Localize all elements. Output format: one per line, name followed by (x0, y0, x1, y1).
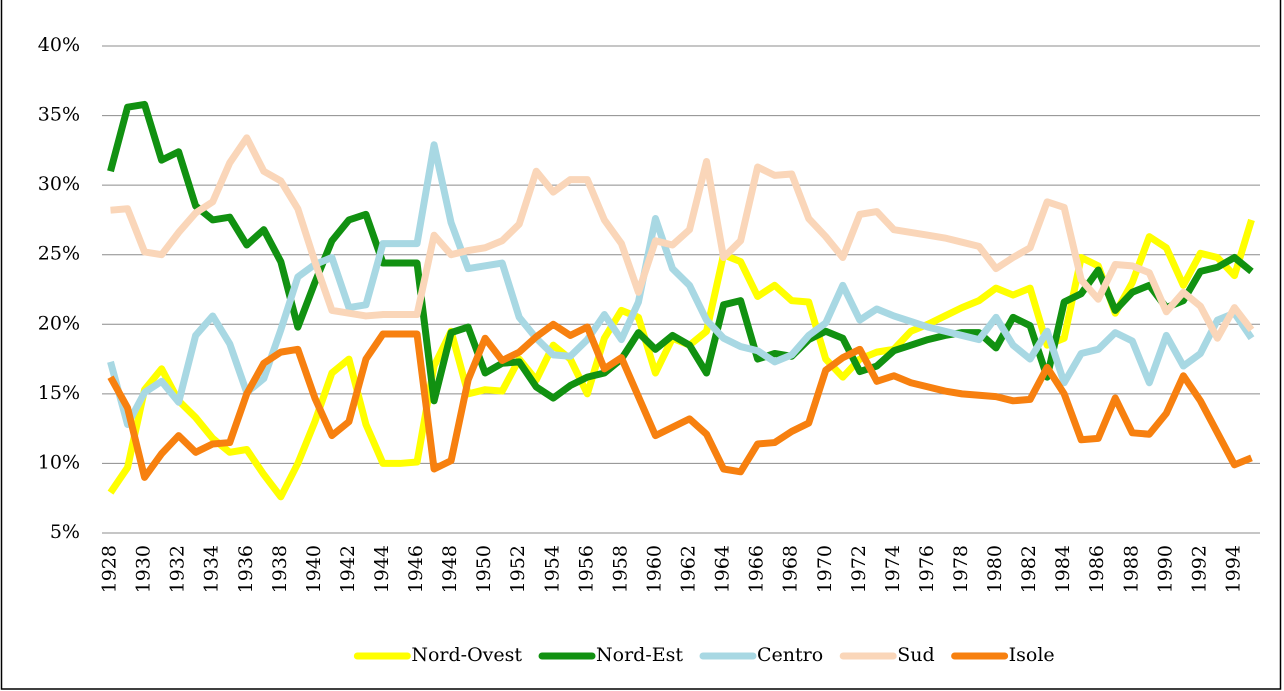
x-tick-label: 1972 (848, 545, 870, 593)
x-tick-label: 1942 (337, 545, 359, 593)
x-tick-label: 1928 (99, 545, 121, 593)
x-tick-label: 1992 (1188, 545, 1210, 593)
x-tick-label: 1960 (643, 545, 665, 593)
x-tick-label: 1956 (575, 545, 597, 593)
legend-label: Sud (897, 644, 934, 666)
y-tick-label: 15% (38, 382, 80, 404)
x-tick-label: 1962 (678, 545, 700, 593)
legend-label: Isole (1009, 644, 1055, 666)
x-tick-label: 1940 (303, 545, 325, 593)
x-tick-label: 1932 (167, 545, 189, 593)
series-line (107, 100, 1254, 405)
x-tick-label: 1936 (235, 545, 257, 593)
y-tick-label: 5% (50, 521, 80, 543)
x-tick-label: 1968 (780, 545, 802, 593)
legend-label: Centro (757, 644, 823, 666)
legend-label: Nord-Est (596, 644, 683, 666)
x-tick-label: 1988 (1120, 545, 1142, 593)
legend-label: Nord-Ovest (411, 644, 522, 666)
x-tick-label: 1964 (712, 545, 734, 593)
y-tick-label: 20% (38, 312, 80, 334)
x-tick-label: 1938 (269, 545, 291, 593)
x-tick-label: 1954 (541, 545, 563, 593)
x-tick-label: 1976 (916, 545, 938, 593)
x-tick-label: 1966 (746, 545, 768, 593)
series-line (110, 134, 1255, 342)
x-tick-label: 1978 (950, 545, 972, 593)
y-tick-label: 35% (38, 104, 80, 126)
x-tick-label: 1982 (1018, 545, 1040, 593)
x-tick-label: 1944 (371, 545, 393, 593)
y-tick-label: 40% (38, 34, 80, 56)
x-tick-label: 1974 (882, 545, 904, 593)
x-tick-label: 1930 (133, 545, 155, 593)
x-tick-label: 1934 (201, 545, 223, 593)
x-tick-label: 1994 (1222, 545, 1244, 593)
x-tick-label: 1986 (1086, 545, 1108, 593)
x-tick-label: 1946 (405, 545, 427, 593)
series-line (107, 320, 1253, 481)
x-tick-label: 1950 (473, 545, 495, 593)
y-tick-label: 30% (38, 173, 80, 195)
x-tick-label: 1990 (1154, 545, 1176, 593)
x-tick-label: 1958 (609, 545, 631, 593)
y-tick-label: 25% (38, 243, 80, 265)
series-line (107, 141, 1255, 428)
x-tick-label: 1970 (814, 545, 836, 593)
x-tick-label: 1984 (1052, 545, 1074, 593)
x-tick-label: 1980 (984, 545, 1006, 593)
x-tick-label: 1952 (507, 545, 529, 593)
y-tick-label: 10% (38, 451, 80, 473)
x-tick-label: 1948 (439, 545, 461, 593)
